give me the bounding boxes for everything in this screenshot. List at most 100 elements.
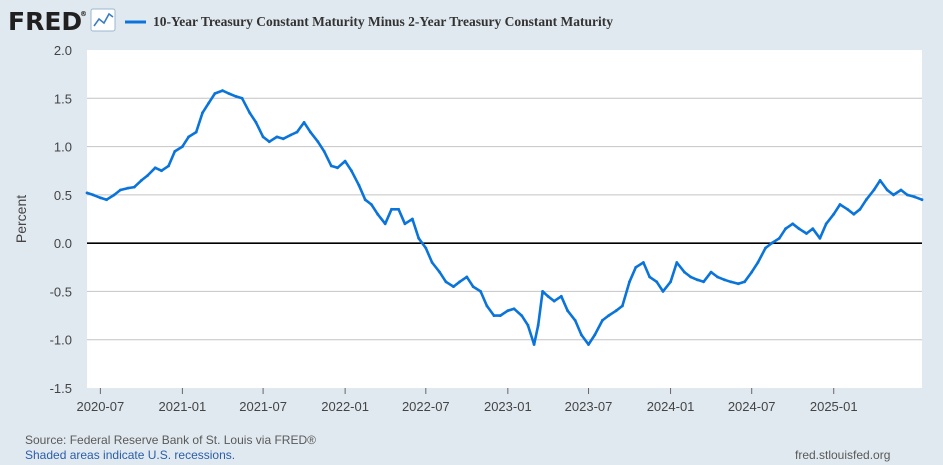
data-point [140, 179, 143, 182]
data-point [824, 222, 828, 226]
data-points [85, 89, 924, 346]
fred-logo[interactable]: FRED ® [8, 7, 87, 36]
data-point [390, 207, 393, 211]
data-point [498, 314, 502, 317]
data-point [784, 227, 787, 231]
data-point [267, 140, 271, 144]
data-point [756, 261, 760, 264]
data-point [295, 130, 299, 134]
y-tick-label: -1.0 [50, 333, 72, 348]
fred-logo-text: FRED [8, 7, 82, 36]
data-point [506, 309, 510, 313]
data-point [194, 130, 198, 134]
y-tick-label: 0.5 [54, 188, 72, 203]
data-point [750, 270, 754, 274]
y-tick-label: 1.0 [54, 140, 72, 155]
data-point [832, 212, 836, 216]
data-point [512, 307, 516, 311]
x-axis-ticks: 2020-07 2021-01 2021-07 2022-01 2022-07 2023-… [77, 388, 858, 414]
data-point [566, 309, 569, 313]
data-point [302, 121, 306, 124]
data-point [357, 183, 361, 187]
data-point [526, 323, 530, 327]
data-point [655, 280, 659, 284]
data-point [764, 246, 767, 250]
data-point [207, 101, 211, 105]
data-point [444, 280, 448, 284]
data-point [689, 275, 692, 279]
data-point [370, 203, 373, 206]
data-point [858, 207, 862, 211]
data-point [417, 236, 421, 240]
data-point [85, 191, 89, 195]
data-point [702, 280, 705, 284]
data-point [160, 169, 163, 173]
data-point [892, 193, 895, 197]
data-point [872, 188, 876, 192]
y-tick-label: -0.5 [50, 284, 72, 299]
data-point [607, 314, 610, 317]
data-point [376, 212, 380, 216]
data-point [805, 232, 808, 235]
data-point [852, 212, 856, 216]
data-point [642, 261, 645, 264]
y-tick-label: -1.5 [50, 381, 72, 396]
data-point [201, 111, 204, 115]
data-point [878, 179, 882, 182]
data-point [709, 270, 713, 274]
data-point [322, 150, 326, 153]
data-point [289, 133, 293, 137]
data-point [132, 185, 136, 189]
data-point [846, 207, 849, 211]
data-point [146, 174, 150, 177]
data-point [729, 280, 733, 284]
data-point [492, 314, 496, 317]
data-point [430, 261, 434, 264]
x-tick-label: 2023-07 [565, 399, 613, 414]
data-point [838, 203, 842, 206]
data-point [797, 227, 801, 231]
data-point [695, 278, 699, 282]
x-tick-label: 2023-01 [484, 399, 532, 414]
data-point [669, 280, 672, 284]
data-point [309, 130, 312, 134]
data-point [91, 193, 95, 197]
data-point [167, 164, 171, 168]
data-point [675, 261, 679, 264]
data-point [864, 198, 868, 202]
data-point [424, 246, 428, 250]
y-tick-label: 2.0 [54, 43, 72, 58]
x-tick-label: 2024-01 [647, 399, 695, 414]
data-point [520, 314, 524, 317]
data-point [716, 275, 719, 279]
x-tick-label: 2025-01 [810, 399, 858, 414]
line-chart-icon [90, 8, 116, 32]
data-point [181, 145, 184, 149]
data-point [634, 265, 638, 269]
recessions-link[interactable]: Shaded areas indicate U.S. recessions. [25, 448, 236, 462]
data-point [383, 222, 387, 226]
data-point [920, 198, 924, 202]
data-point [648, 275, 651, 279]
data-point [913, 195, 916, 199]
data-point [573, 319, 577, 322]
data-point [397, 207, 400, 211]
data-point [187, 135, 191, 139]
data-point [811, 227, 815, 231]
data-point [485, 304, 489, 308]
data-point [248, 111, 252, 115]
fred-url-link[interactable]: fred.stlouisfed.org [795, 448, 891, 462]
x-tick-label: 2020-07 [77, 399, 125, 414]
data-point [601, 319, 604, 322]
y-tick-label: 0.0 [54, 236, 72, 251]
x-tick-label: 2022-01 [321, 399, 369, 414]
data-point [905, 193, 909, 197]
data-point [546, 294, 550, 298]
data-point [770, 241, 774, 245]
data-point [458, 280, 462, 284]
x-tick-label: 2021-01 [159, 399, 207, 414]
data-point [552, 299, 556, 303]
y-tick-label: 1.5 [54, 91, 72, 106]
data-point [173, 150, 177, 153]
